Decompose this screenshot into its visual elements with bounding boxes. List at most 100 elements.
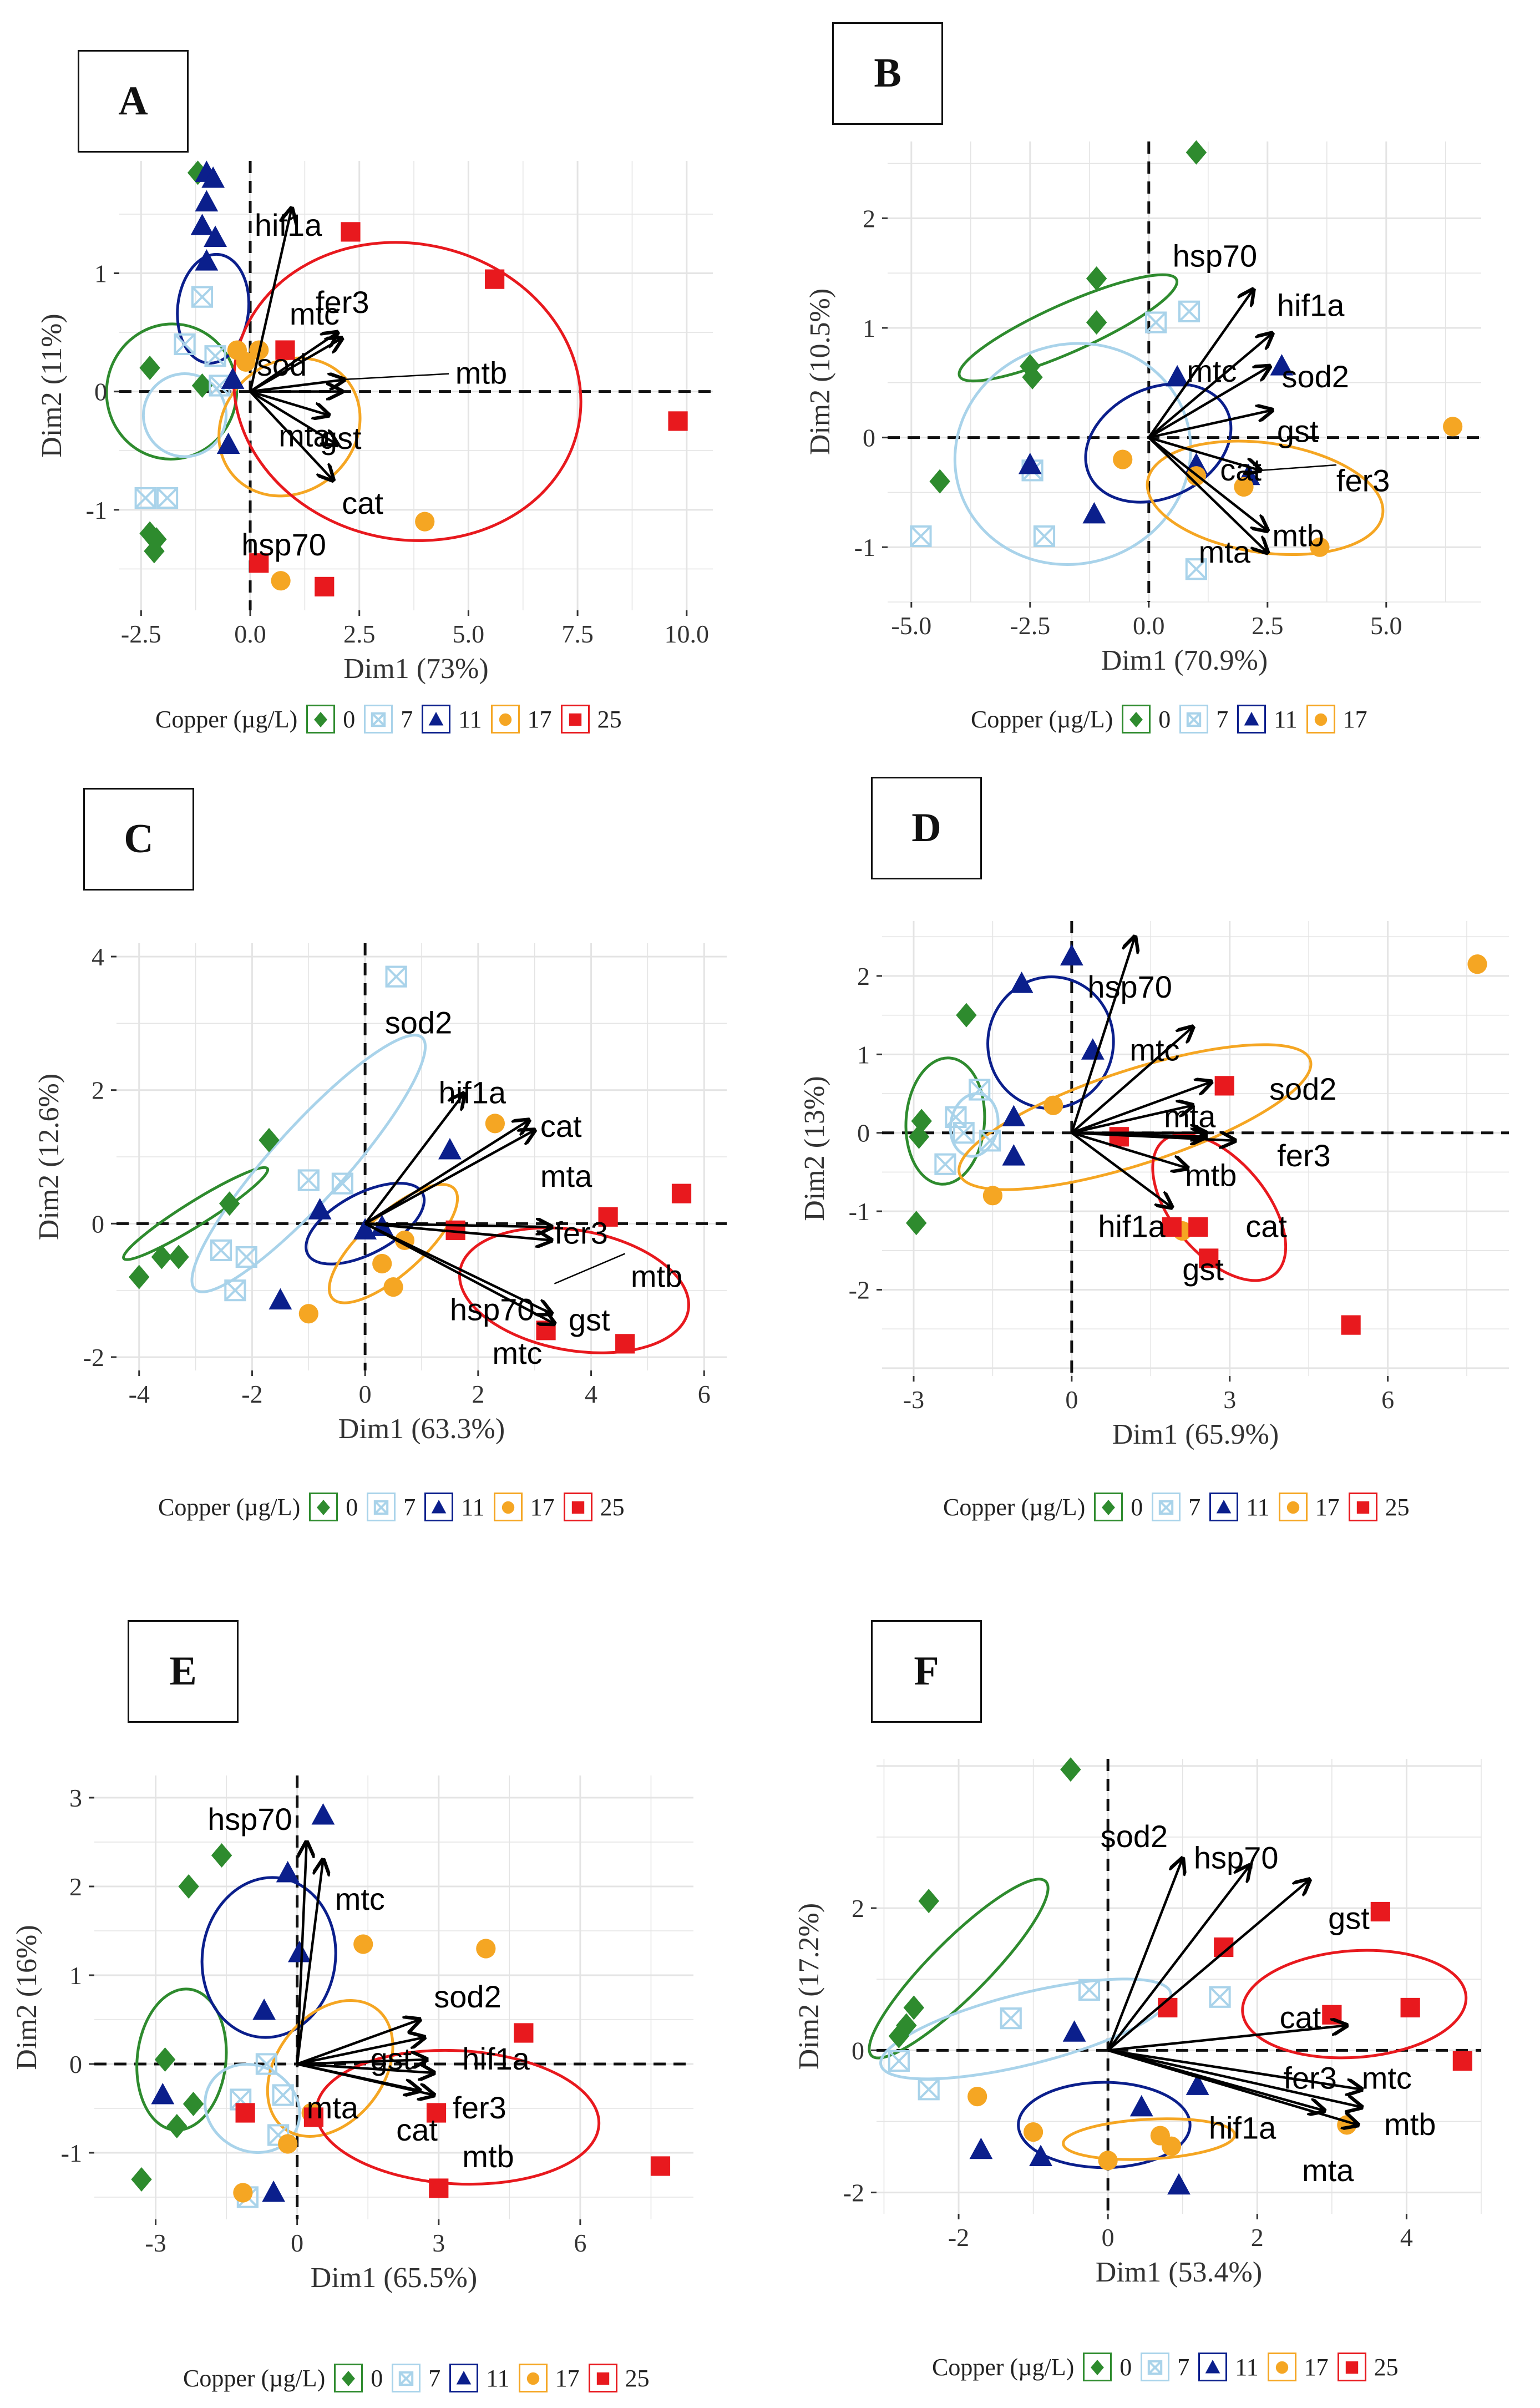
variable-label-hsp70: hsp70 xyxy=(1087,969,1172,1004)
legend-marker-25 xyxy=(569,713,581,726)
x-tick-label: 0 xyxy=(359,1380,372,1408)
x-tick-label: 0 xyxy=(1065,1385,1078,1414)
legend-label: 7 xyxy=(401,705,413,733)
legend-label: 0 xyxy=(371,2364,383,2392)
variable-labels: hsp70 hif1a mtc sod2 gst fer3 cat mta mtb xyxy=(1173,239,1390,570)
point-group-17-1 xyxy=(1043,1095,1063,1115)
y-tick-label: 0 xyxy=(92,1210,104,1238)
y-tick-label: 2 xyxy=(857,962,870,990)
x-tick-label: 7.5 xyxy=(561,620,594,648)
legend-item-0: 0 xyxy=(1122,705,1171,733)
legend-item-17: 17 xyxy=(493,1493,555,1521)
point-group-11-3 xyxy=(969,2137,993,2159)
legend-key-0 xyxy=(1122,705,1151,733)
legend-key-17 xyxy=(1278,1493,1308,1521)
legend-label: 25 xyxy=(600,1493,625,1521)
point-group-11-6 xyxy=(221,367,245,389)
variable-label-hsp70: hsp70 xyxy=(450,1292,535,1327)
legend-item-25: 25 xyxy=(563,1493,625,1521)
y-tick-label: 0 xyxy=(863,424,875,452)
data-points xyxy=(910,140,1463,580)
legend-key-0 xyxy=(1083,2353,1112,2381)
loading-arrow-0 xyxy=(1107,1858,1183,2051)
variable-label-fer3: fer3 xyxy=(1277,1138,1331,1173)
legend-label: 0 xyxy=(343,705,356,733)
legend-key-25 xyxy=(1337,2353,1366,2381)
point-group-0-2 xyxy=(903,1995,924,2020)
variable-label-hif1a: hif1a xyxy=(1277,287,1345,322)
point-group-17-0 xyxy=(1467,954,1487,974)
point-group-25-4 xyxy=(315,576,335,596)
y-tick-label: -2 xyxy=(849,1276,870,1304)
variable-label-mtc: mtc xyxy=(290,296,340,331)
point-group-7-4 xyxy=(134,487,156,509)
loading-arrow-7 xyxy=(249,391,333,480)
ellipse-group-7 xyxy=(141,372,228,458)
x-tick-label: 3 xyxy=(432,2229,445,2257)
y-tick-label: 0 xyxy=(69,2050,82,2078)
point-group-7-2 xyxy=(204,345,226,367)
point-group-11-1 xyxy=(308,1198,332,1220)
ellipse-group-17 xyxy=(266,1999,394,2138)
point-group-11-0 xyxy=(1060,944,1083,966)
point-group-17-4 xyxy=(1310,537,1330,557)
legend-label: 17 xyxy=(1315,1493,1340,1521)
point-group-11-3 xyxy=(1002,1105,1026,1126)
point-group-11-2 xyxy=(1018,452,1042,474)
loading-arrow-2 xyxy=(296,2020,420,2066)
point-group-0-5 xyxy=(144,539,165,564)
point-group-11-4 xyxy=(353,1218,377,1240)
ellipse-group-25 xyxy=(1241,1949,1468,2060)
legend-key-0 xyxy=(1094,1493,1123,1521)
point-group-11-4 xyxy=(1002,1144,1026,1166)
point-group-7-3 xyxy=(156,487,179,509)
point-group-11-2 xyxy=(1081,1038,1105,1060)
loading-arrow-1 xyxy=(364,1120,529,1225)
legend-label: 17 xyxy=(555,2364,580,2392)
point-group-7-0 xyxy=(1145,311,1167,333)
loading-arrow-1 xyxy=(1148,333,1273,439)
legend-item-0: 0 xyxy=(1094,1493,1143,1521)
x-tick-label: 0 xyxy=(291,2229,303,2257)
loading-arrow-0 xyxy=(1070,937,1135,1134)
variable-label-fer3: fer3 xyxy=(453,2090,506,2125)
loading-arrow-4 xyxy=(297,2060,427,2064)
variable-label-gst: gst xyxy=(1182,1252,1224,1287)
legend-marker-11 xyxy=(1244,712,1259,726)
loading-arrow-3 xyxy=(365,1223,551,1227)
x-tick-label: -3 xyxy=(903,1385,924,1414)
legend-marker-17 xyxy=(1286,1501,1299,1514)
point-group-0-2 xyxy=(908,1124,930,1149)
y-tick-label: 0 xyxy=(852,2036,864,2065)
confidence-ellipses xyxy=(904,975,1313,1282)
ellipse-group-17 xyxy=(327,1183,459,1304)
legend-a: Copper (µg/L) 0 7 11 17 25 xyxy=(155,705,631,733)
y-tick-label: -2 xyxy=(83,1343,104,1372)
variable-label-mta: mta xyxy=(540,1159,592,1193)
x-tick-label: 6 xyxy=(698,1380,711,1408)
loading-arrow-2 xyxy=(1107,1880,1309,2052)
ellipse-group-0 xyxy=(122,1166,270,1261)
legend-label: 7 xyxy=(403,1493,416,1521)
loading-arrow-6 xyxy=(249,390,337,445)
y-tick-label: -1 xyxy=(849,1197,870,1226)
point-group-11-2 xyxy=(195,190,219,212)
point-group-11-5 xyxy=(1167,2173,1191,2195)
legend-key-7 xyxy=(1152,1493,1181,1521)
point-group-0-1 xyxy=(1086,266,1107,291)
point-group-7-4 xyxy=(235,1246,257,1268)
confidence-ellipses xyxy=(953,273,1385,566)
point-group-11-1 xyxy=(1270,354,1294,376)
plot-background xyxy=(877,1759,1481,2214)
legend-key-11 xyxy=(422,705,451,733)
legend-marker-0 xyxy=(317,1500,331,1515)
point-group-7-2 xyxy=(1209,1986,1231,2008)
variable-labels: sod2 hsp70 gst cat fer3 mtc mtb hif1a mta xyxy=(1101,1819,1436,2188)
point-group-0-1 xyxy=(139,356,160,381)
legend-title: Copper (µg/L) xyxy=(158,1493,301,1521)
point-group-11-4 xyxy=(1029,2144,1052,2166)
y-axis-title: Dim2 (16%) xyxy=(11,1925,43,2070)
point-group-25-3 xyxy=(1188,1217,1208,1237)
